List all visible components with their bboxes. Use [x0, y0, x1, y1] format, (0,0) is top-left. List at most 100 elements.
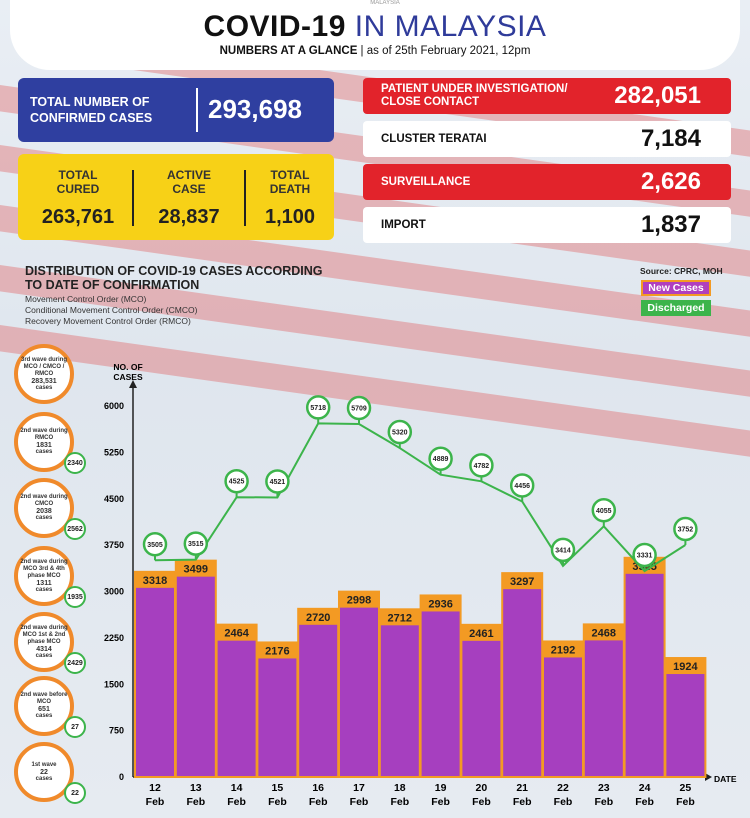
bar-new-cases — [378, 608, 421, 778]
x-tick-label: 13 — [190, 782, 202, 794]
y-tick-label: 1500 — [104, 679, 124, 689]
discharged-marker — [469, 453, 494, 478]
stat-pui: PATIENT UNDER INVESTIGATION/ CLOSE CONTA… — [363, 78, 731, 114]
wave-count: 1311 — [36, 579, 52, 587]
discharged-value-label: 3414 — [555, 547, 571, 554]
x-tick-label: Feb — [472, 796, 491, 808]
x-tick-label: Feb — [431, 796, 450, 808]
y-axis-title: CASES — [113, 372, 143, 382]
summary-divider — [244, 170, 246, 226]
discharged-value-label: 3331 — [637, 553, 653, 560]
header-banner: MALAYSIA COVID-19 IN MALAYSIA NUMBERS AT… — [10, 0, 740, 70]
bar-new-cases — [297, 607, 340, 779]
wave-discharged-badge: 27 — [64, 716, 86, 738]
x-tick-label: Feb — [186, 796, 205, 808]
total-cured-value: 263,761 — [41, 206, 115, 228]
y-tick-label: 6000 — [104, 401, 124, 411]
stat-import-label: IMPORT — [381, 218, 426, 231]
total-death-value: 1,100 — [264, 206, 316, 228]
summary-divider — [132, 170, 134, 226]
discharged-value-label: 5718 — [310, 405, 326, 412]
bar-new-cases — [174, 559, 217, 778]
wave-discharged-badge: 1935 — [64, 586, 86, 608]
x-axis-title: DATE — [714, 774, 737, 784]
legend-discharged: Discharged — [641, 300, 711, 316]
discharged-marker — [183, 531, 209, 556]
stat-surveillance: SURVEILLANCE 2,626 — [363, 164, 731, 200]
source-note: Source: CPRC, MOH — [640, 266, 723, 276]
legend-new-cases: New Cases — [641, 280, 711, 296]
y-tick-label: 2250 — [104, 633, 124, 643]
wave-unit: cases — [35, 775, 53, 782]
x-tick-label: Feb — [676, 796, 695, 808]
bar-value-label: 2176 — [265, 645, 289, 657]
discharged-marker — [346, 395, 372, 421]
page-subtitle: NUMBERS AT A GLANCE | as of 25th Februar… — [10, 45, 740, 57]
stat-surveillance-label: SURVEILLANCE — [381, 175, 471, 188]
wave-discharged-badge: 22 — [64, 782, 86, 804]
confirmed-value: 293,698 — [208, 94, 302, 124]
y-axis-title: NO. OF — [113, 362, 142, 372]
x-tick-label: 18 — [394, 782, 406, 794]
bar-value-label: 2461 — [469, 628, 493, 640]
total-cured: TOTAL CURED 263,761 — [28, 168, 128, 229]
wave-bubble: 3rd wave during MCO / CMCO / RMCO 283,531… — [14, 344, 74, 404]
bar-value-label: 3318 — [143, 575, 167, 587]
discharged-marker — [305, 395, 331, 420]
confirmed-cases-card: TOTAL NUMBER OF CONFIRMED CASES 293,698 — [18, 78, 334, 142]
bar-cap — [298, 608, 339, 625]
active-case-value: 28,837 — [158, 206, 220, 228]
distribution-note: Conditional Movement Control Order (CMCO… — [25, 305, 198, 315]
bar-value-label: 2192 — [551, 644, 575, 656]
discharged-value-label: 5709 — [351, 405, 367, 412]
x-tick-label: 25 — [680, 782, 692, 794]
confirmed-divider — [196, 88, 198, 132]
discharged-value-label: 4055 — [596, 508, 612, 515]
bar-cap — [461, 624, 502, 641]
distribution-heading: DISTRIBUTION OF COVID-19 CASES ACCORDING… — [25, 264, 323, 292]
x-tick-label: 23 — [598, 782, 610, 794]
logo-text: MALAYSIA — [370, 0, 400, 6]
title-malaysia: IN MALAYSIA — [354, 10, 547, 43]
bar-cap — [135, 571, 175, 588]
discharged-marker — [591, 498, 617, 523]
x-tick-label: 17 — [353, 782, 365, 794]
x-tick-label: 15 — [272, 782, 284, 794]
wave-unit: cases — [35, 713, 53, 719]
x-tick-label: Feb — [146, 796, 165, 808]
bar-cap — [379, 609, 420, 626]
wave-label: 2nd wave during MCO 3rd & 4th phase MCO — [20, 558, 68, 579]
wave-bubble: 2nd wave during CMCO 2038 cases — [14, 478, 74, 538]
wave-unit: cases — [35, 586, 53, 593]
wave-count: 1831 — [36, 442, 52, 449]
bar-value-label: 1924 — [673, 661, 698, 673]
stat-import: IMPORT 1,837 — [363, 207, 731, 243]
discharged-value-label: 4782 — [474, 463, 490, 470]
distribution-note: Movement Control Order (MCO) — [25, 294, 147, 304]
active-case: ACTIVE CASE 28,837 — [140, 168, 238, 229]
wave-label: 2nd wave during RMCO — [20, 428, 68, 441]
x-tick-label: Feb — [635, 796, 654, 808]
bar-new-cases — [664, 657, 707, 778]
bar-value-label: 2464 — [224, 628, 249, 640]
discharged-value-label: 4889 — [433, 456, 449, 463]
x-tick-label: 20 — [476, 782, 488, 794]
bar-value-label: 3297 — [510, 576, 534, 588]
stat-cluster-value: 7,184 — [640, 125, 701, 152]
wave-label: 2nd wave during MCO 1st & 2nd phase MCO — [20, 624, 68, 645]
stat-pui-value: 282,051 — [614, 82, 701, 109]
discharged-marker — [632, 542, 657, 568]
bar-cap — [339, 591, 379, 608]
stat-surveillance-value: 2,626 — [640, 168, 701, 195]
bar-cap — [216, 624, 257, 641]
bar-new-cases — [623, 556, 666, 779]
x-tick-label: Feb — [268, 796, 287, 808]
discharged-marker — [265, 469, 290, 494]
confirmed-label: TOTAL NUMBER OF CONFIRMED CASES — [30, 95, 153, 125]
wave-label: 1st wave — [31, 761, 57, 768]
wave-count: 2038 — [36, 508, 52, 515]
discharged-value-label: 4525 — [229, 479, 245, 486]
title-covid: COVID-19 — [203, 10, 346, 43]
wave-bubble: 2nd wave during MCO 3rd & 4th phase MCO 1… — [14, 546, 74, 606]
